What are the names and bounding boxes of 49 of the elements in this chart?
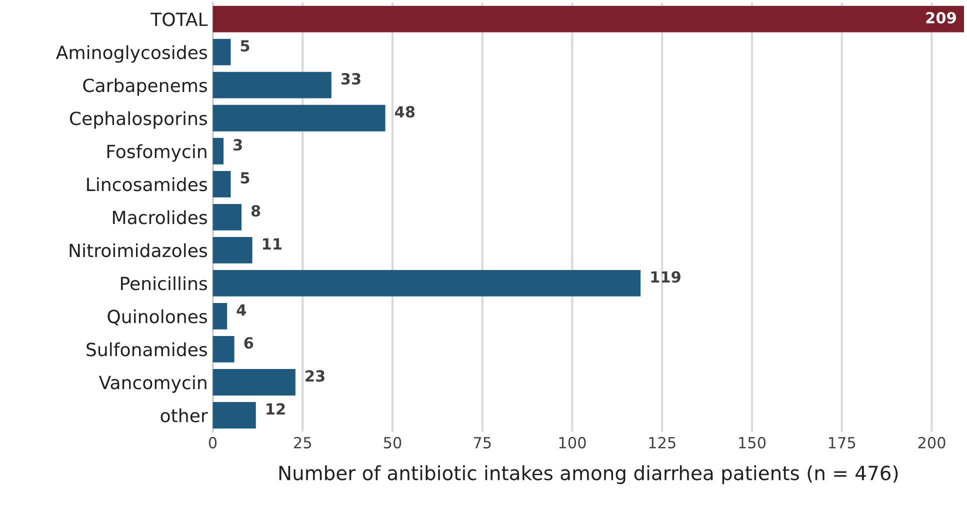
data-label: 8 [251, 205, 260, 217]
bar [212, 6, 964, 32]
x-tick-label: 150 [739, 436, 766, 448]
data-label: 3 [234, 139, 242, 151]
data-label: 4 [236, 304, 246, 316]
data-label: 48 [394, 106, 415, 118]
y-tick-label: Lincosamides [87, 177, 207, 192]
bar [212, 336, 234, 362]
x-tick-label: 25 [294, 436, 311, 448]
y-tick-label: Vancomycin [98, 375, 206, 393]
data-label: 12 [266, 403, 285, 415]
y-tick-label: Nitroimidazoles [70, 243, 207, 258]
x-tick-label: 125 [649, 436, 676, 448]
y-tick-label: Aminoglycosides [56, 45, 207, 63]
y-tick-label: Carbapenems [83, 78, 207, 96]
data-label: 119 [651, 271, 680, 283]
y-tick-label: Penicillins [121, 276, 207, 290]
bar [212, 303, 228, 330]
bar [212, 170, 231, 198]
data-label: 23 [306, 370, 324, 382]
y-tick-label: Sulfonamides [86, 342, 207, 356]
data-label: 209 [926, 12, 956, 24]
x-tick-label: 50 [384, 436, 402, 448]
y-tick-label: Quinolones [108, 309, 207, 326]
bar [212, 369, 296, 396]
bar [212, 72, 332, 98]
y-tick-label: Macrolides [113, 210, 207, 224]
data-label: 11 [262, 238, 282, 250]
data-label: 6 [244, 337, 254, 349]
bar [212, 270, 641, 296]
x-tick-label: 100 [559, 436, 586, 448]
y-tick-label: Cephalosporins [70, 111, 207, 129]
bar [212, 104, 386, 132]
bar [212, 138, 224, 164]
data-label: 5 [240, 172, 250, 184]
x-tick-label: 0 [208, 436, 217, 448]
bar [212, 204, 242, 230]
x-tick-label: 200 [918, 436, 946, 448]
bar [212, 402, 256, 428]
x-tick-label: 75 [474, 437, 491, 448]
x-tick-label: 175 [828, 437, 856, 448]
bar [212, 38, 231, 66]
y-tick-label: Fosfomycin [107, 144, 206, 162]
y-tick-label: TOTAL [150, 12, 208, 26]
data-label: 5 [240, 40, 250, 52]
data-label: 33 [341, 73, 360, 85]
x-axis-title: Number of antibiotic intakes among diarrhea patients (n = 476) [279, 465, 898, 484]
y-tick-label: other [160, 408, 208, 422]
bar [212, 236, 252, 264]
